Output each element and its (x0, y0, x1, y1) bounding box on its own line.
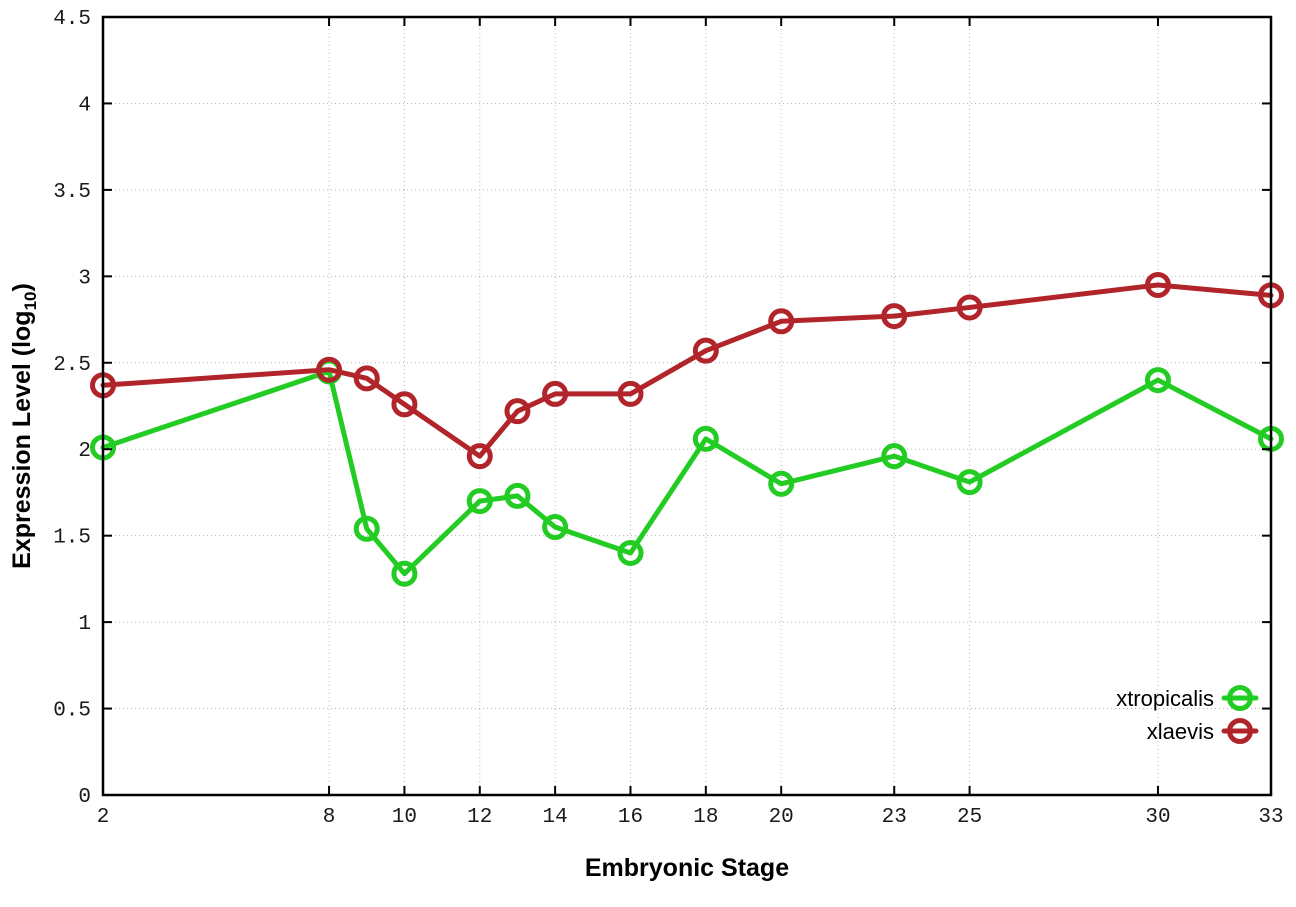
x-tick-label: 8 (323, 806, 336, 829)
legend-item-xlaevis: xlaevis (1147, 718, 1259, 744)
x-tick-label: 16 (618, 806, 643, 829)
data-point-marker (391, 560, 418, 587)
series-xlaevis (90, 271, 1284, 470)
y-tick-label: 2.5 (53, 354, 91, 377)
data-point-marker (617, 539, 644, 566)
data-point-marker (881, 303, 908, 330)
legend-marker (1227, 718, 1253, 744)
data-point-marker (617, 380, 644, 407)
data-point-marker (391, 391, 418, 418)
data-point-marker (1144, 367, 1171, 394)
data-point-marker (768, 308, 795, 335)
y-tick-label: 0 (78, 786, 91, 809)
y-tick-label: 1.5 (53, 527, 91, 550)
legend: xtropicalis xlaevis (1116, 685, 1259, 744)
data-point-marker (316, 356, 343, 383)
data-point-marker (504, 482, 531, 509)
y-axis-label: Expression Level (log10) (8, 283, 40, 569)
data-point-marker (692, 425, 719, 452)
legend-label: xlaevis (1147, 719, 1214, 744)
data-point-marker (956, 294, 983, 321)
y-tick-label: 0.5 (53, 700, 91, 723)
x-tick-label: 18 (693, 806, 718, 829)
data-point-marker (1144, 271, 1171, 298)
series-line-xtropicalis (100, 368, 1274, 577)
data-point-marker (466, 488, 493, 515)
y-tick-label: 2 (78, 440, 91, 463)
y-tick-label: 1 (78, 613, 91, 636)
y-tick-label: 3.5 (53, 181, 91, 204)
data-point-marker (542, 514, 569, 541)
legend-label: xtropicalis (1116, 686, 1214, 711)
x-axis-label: Embryonic Stage (585, 854, 789, 882)
data-point-marker (881, 443, 908, 470)
x-tick-label: 2 (97, 806, 110, 829)
plot-border (101, 15, 1273, 797)
data-point-marker (768, 470, 795, 497)
data-point-marker (692, 337, 719, 364)
x-tick-label: 25 (957, 806, 982, 829)
legend-marker (1227, 685, 1253, 711)
x-tick-label: 30 (1145, 806, 1170, 829)
series-line-xlaevis (100, 282, 1274, 459)
x-tick-label: 10 (392, 806, 417, 829)
x-tick-label: 14 (543, 806, 568, 829)
x-tick-label: 12 (467, 806, 492, 829)
y-tick-label: 4 (78, 94, 91, 117)
series-xtropicalis (90, 358, 1284, 587)
data-point-marker (353, 365, 380, 392)
data-point-marker (542, 380, 569, 407)
legend-item-xtropicalis: xtropicalis (1116, 685, 1259, 711)
y-tick-label: 3 (78, 267, 91, 290)
data-point-marker (504, 398, 531, 425)
x-tick-label: 20 (769, 806, 794, 829)
data-point-marker (956, 469, 983, 496)
x-tick-label: 33 (1258, 806, 1283, 829)
data-point-marker (353, 515, 380, 542)
data-point-marker (466, 443, 493, 470)
x-tick-label: 23 (882, 806, 907, 829)
y-tick-label: 4.5 (53, 8, 91, 31)
